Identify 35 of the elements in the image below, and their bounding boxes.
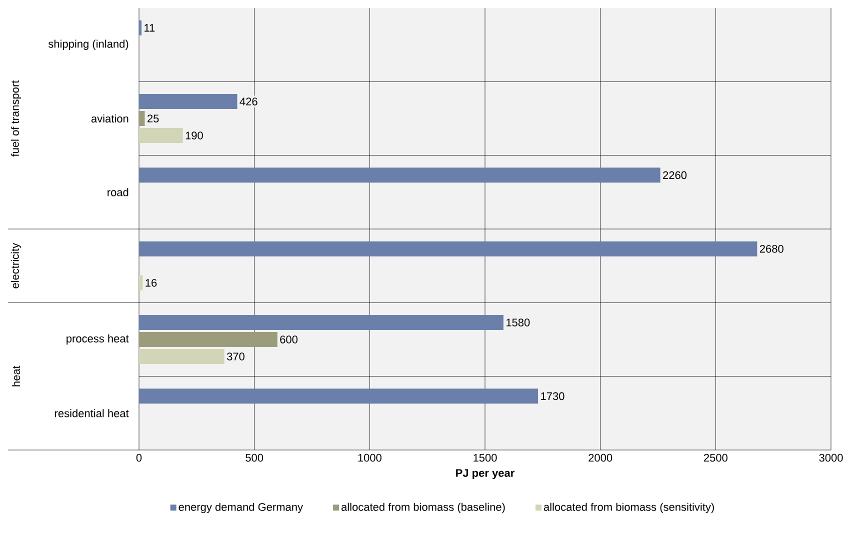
x-tick-label: 2500 (704, 454, 728, 462)
data-label: 2260 (663, 171, 687, 180)
bar (138, 20, 142, 36)
text: heat (12, 366, 20, 386)
data-label: 426 (240, 98, 258, 106)
data-label: 370 (226, 352, 244, 360)
data-label: 1730 (541, 392, 564, 400)
data-label: 16 (146, 278, 157, 287)
x-tick-label: 1000 (358, 454, 382, 462)
text: electricity (10, 242, 22, 288)
y-tick-label: residential heat (55, 409, 129, 418)
data-label: 25 (148, 114, 159, 122)
bar (138, 241, 758, 256)
x-tick-label: 1500 (474, 454, 497, 462)
bar (138, 94, 238, 110)
x-tick-label: 2000 (588, 454, 612, 462)
x-tick-label: 500 (246, 454, 264, 462)
y-tick-label: road (108, 188, 128, 196)
legend-label: allocated from biomass (sensitivity) (544, 502, 714, 514)
data-label: 11 (144, 24, 155, 32)
x-tick-label: 0 (136, 454, 142, 462)
bar (138, 275, 143, 290)
data-label: 1580 (506, 318, 530, 326)
legend-label: allocated from biomass (baseline) (342, 502, 505, 514)
text: fuel of transport (10, 80, 22, 157)
data-label: 190 (186, 132, 203, 140)
y-tick-label: process heat (66, 334, 129, 345)
y-tick-label: shipping (inland) (48, 40, 128, 50)
x-tick-label: 3000 (819, 454, 843, 462)
data-label: 600 (280, 336, 298, 344)
data-label: 2680 (760, 244, 784, 253)
legend-label: energy demand Germany (178, 502, 304, 514)
x-axis-title: PJ per year (456, 469, 514, 480)
y-tick-label: aviation (91, 114, 128, 123)
bar (138, 388, 538, 404)
